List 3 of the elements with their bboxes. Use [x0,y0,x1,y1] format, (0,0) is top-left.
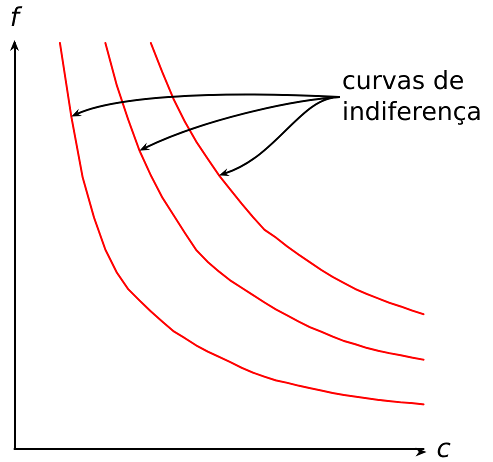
y-axis-title: f [10,3,23,33]
annotation: curvas de indiferença [342,66,482,126]
x-axis-title: c [436,434,451,462]
